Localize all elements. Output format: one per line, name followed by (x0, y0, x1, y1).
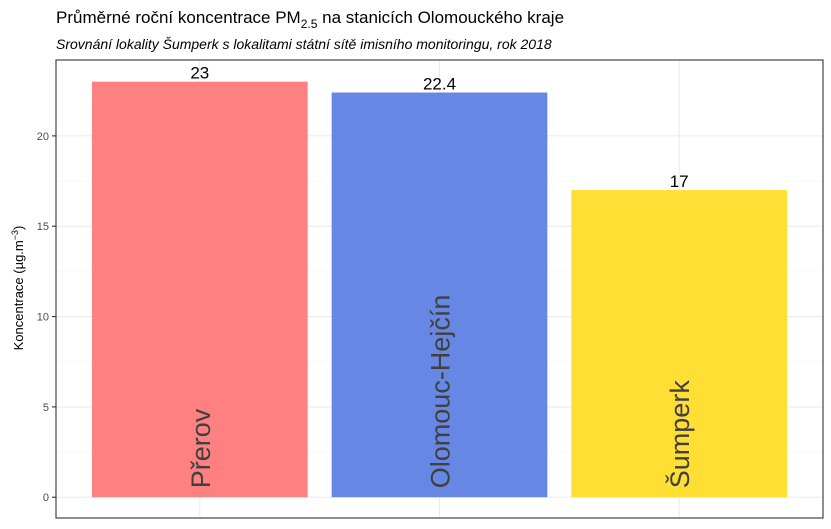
data-label: 17 (670, 172, 689, 191)
y-tick-label: 5 (43, 402, 49, 414)
y-tick-label: 10 (37, 312, 49, 324)
chart-title-rest: na stanicích Olomouckého kraje (317, 8, 564, 27)
bar-category-label: Šumperk (664, 380, 695, 489)
data-label: 22.4 (423, 75, 456, 94)
chart-subtitle: Srovnání lokality Šumperk s lokalitami s… (56, 36, 552, 52)
bar-1 (91, 81, 308, 498)
y-axis-title-superscript: −3 (10, 230, 20, 240)
labels: 23 Přerov 22.4 Olomouc-Hejčín 17 Šumperk (186, 64, 695, 489)
plot-border (55, 59, 824, 519)
bar-3 (571, 190, 788, 498)
y-axis-title: Koncentrace (µg.m−3) (10, 226, 26, 351)
y-tick-label: 15 (37, 221, 49, 233)
y-axis-title-main: Koncentrace (µg.m (11, 240, 26, 350)
bar-2 (331, 92, 548, 498)
y-axis: 0 5 10 15 20 (37, 131, 56, 504)
chart-title-subscript: 2.5 (301, 17, 318, 31)
bar-category-label: Olomouc-Hejčín (426, 295, 456, 489)
data-label: 23 (190, 64, 209, 83)
y-tick-label: 20 (37, 131, 49, 143)
bars (91, 81, 788, 498)
bar-category-label: Přerov (186, 408, 216, 488)
y-tick-label: 0 (43, 492, 49, 504)
chart-title-main: Průměrné roční koncentrace PM (56, 8, 301, 27)
y-axis-title-rest: ) (11, 226, 26, 230)
chart-title: Průměrné roční koncentrace PM2.5 na stan… (56, 8, 564, 31)
